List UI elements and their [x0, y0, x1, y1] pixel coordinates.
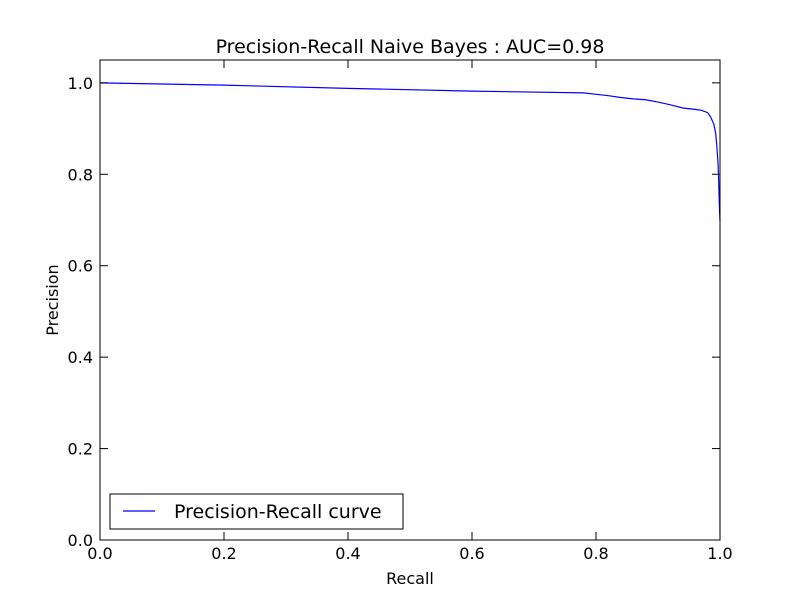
- x-tick-label: 0.4: [335, 544, 360, 563]
- legend: Precision-Recall curve: [109, 493, 404, 530]
- tick-labels-layer: 0.0 0.2 0.4 0.6 0.8 1.0 0.0 0.2 0.4 0.6 0.8 1.0: [68, 74, 733, 563]
- y-tick-label: 0.0: [68, 531, 93, 550]
- x-tick-label: 1.0: [707, 544, 732, 563]
- x-tick-label: 0.2: [211, 544, 236, 563]
- y-tick-label: 0.4: [68, 348, 93, 367]
- legend-box: [109, 493, 404, 530]
- x-tick-label: 0.6: [459, 544, 484, 563]
- series-line-precision-recall-curve: [99, 82, 721, 222]
- series-layer: [99, 82, 721, 222]
- y-tick-label: 0.6: [68, 257, 93, 276]
- chart-title: Precision-Recall Naive Bayes : AUC=0.98: [216, 36, 605, 58]
- x-tick-label: 0.8: [583, 544, 608, 563]
- plot-frame: [99, 59, 721, 541]
- plot-area: [100, 60, 720, 540]
- y-tick-label: 0.8: [68, 165, 93, 184]
- x-tick-label: 0.0: [87, 544, 112, 563]
- legend-label: Precision-Recall curve: [174, 501, 382, 523]
- y-axis-label: Precision: [43, 264, 62, 335]
- y-tick-label: 1.0: [68, 74, 93, 93]
- y-tick-label: 0.2: [68, 440, 93, 459]
- x-axis-label: Recall: [386, 569, 434, 588]
